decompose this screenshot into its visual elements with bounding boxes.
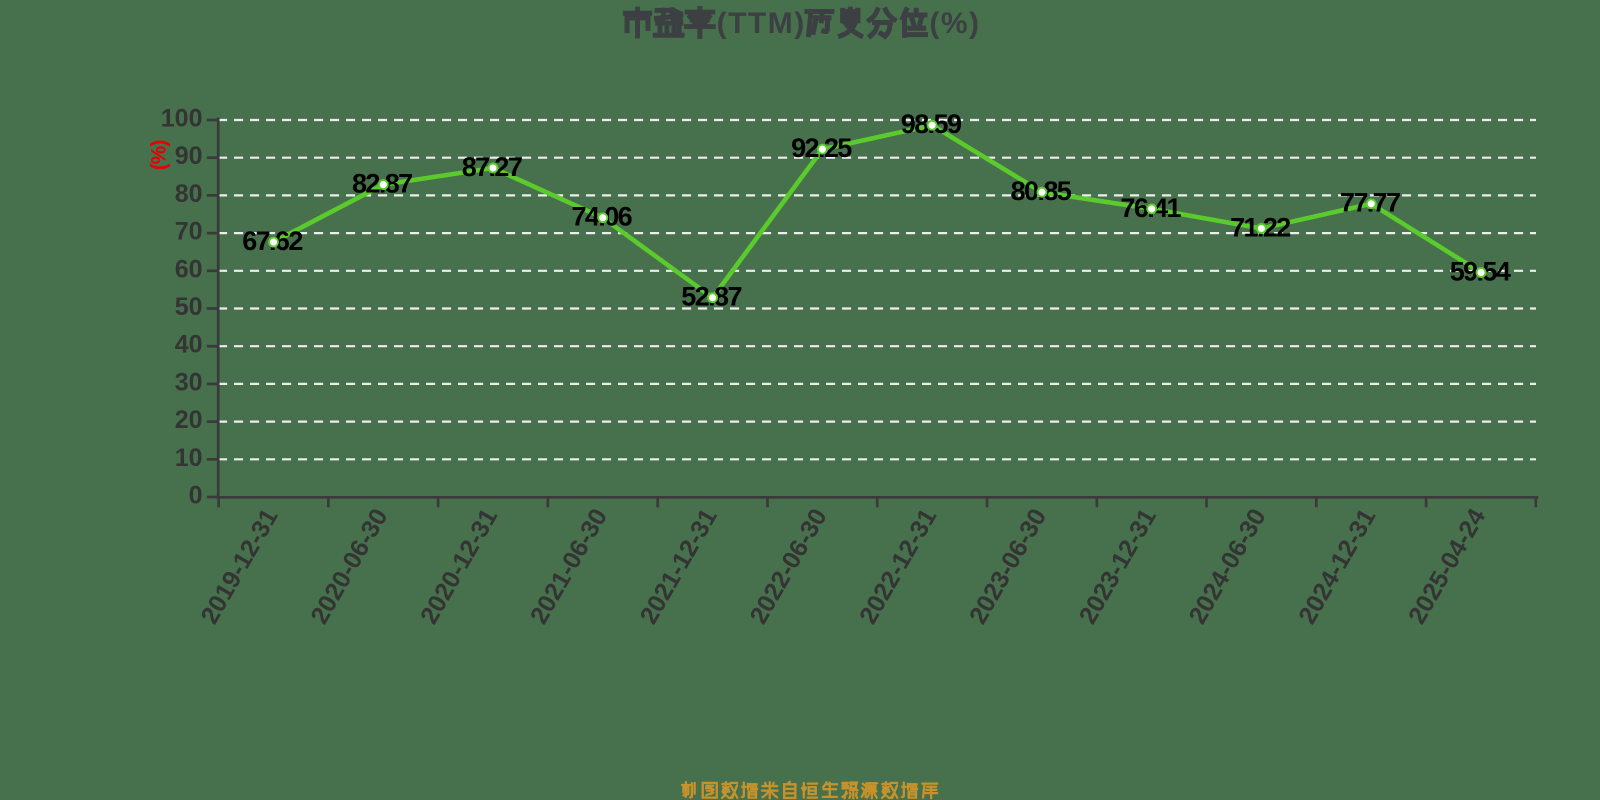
svg-text:80: 80: [175, 180, 203, 208]
svg-text:30: 30: [175, 368, 203, 396]
svg-text:20: 20: [175, 406, 203, 434]
svg-text:0: 0: [189, 482, 203, 510]
svg-text:(%): (%): [929, 7, 980, 40]
svg-text:(%): (%): [148, 141, 171, 171]
svg-text:60: 60: [175, 255, 203, 283]
svg-text:90: 90: [175, 142, 203, 170]
svg-text:40: 40: [175, 331, 203, 359]
svg-text:(TTM): (TTM): [717, 7, 806, 40]
svg-text:70: 70: [175, 218, 203, 246]
svg-text:50: 50: [175, 293, 203, 321]
svg-text:100: 100: [161, 105, 203, 133]
svg-text:10: 10: [175, 444, 203, 472]
